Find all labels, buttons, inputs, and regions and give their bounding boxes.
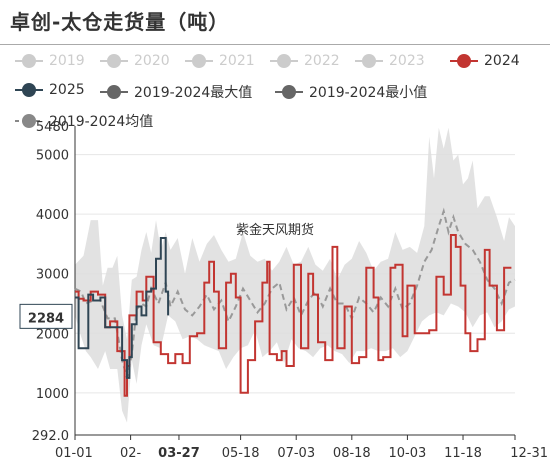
series-line-2025 [75, 237, 170, 379]
legend-marker-icon [450, 54, 478, 68]
x-tick-label: 08-18 [333, 446, 371, 461]
x-tick-label: 05-18 [222, 446, 260, 461]
y-tick-label: 1000 [36, 387, 69, 402]
legend-item-2019-2024最大值[interactable]: 2019-2024最大值 [100, 82, 252, 102]
legend-item-2019[interactable]: 2019 [15, 53, 85, 69]
legend-item-2020[interactable]: 2020 [100, 53, 170, 69]
legend-item-2019-2024最小值[interactable]: 2019-2024最小值 [275, 82, 427, 102]
legend-item-2022[interactable]: 2022 [270, 53, 340, 69]
legend-label: 2021 [219, 53, 255, 69]
legend-label: 2019 [49, 53, 85, 69]
x-tick-label: 10-03 [389, 446, 427, 461]
x-tick-label: 07-03 [277, 446, 315, 461]
x-tick-label: 01-01 [55, 446, 93, 461]
legend-label: 2019-2024最大值 [134, 85, 253, 101]
y-tick-label: 5000 [36, 149, 69, 164]
legend-marker-icon [15, 83, 43, 97]
series-line-mean [74, 207, 516, 379]
chart-title: 卓创-太仓走货量（吨） [10, 10, 230, 34]
legend-item-2021[interactable]: 2021 [185, 53, 255, 69]
legend-label: 2023 [389, 53, 425, 69]
legend-label: 2019-2024最小值 [309, 85, 428, 101]
y-tick-label: 5480 [36, 120, 69, 135]
watermark: 紫金天风期货 [236, 222, 314, 238]
legend-marker-icon [355, 54, 383, 68]
legend-label: 2020 [134, 53, 170, 69]
legend-marker-icon [270, 54, 298, 68]
x-tick-label: 11-18 [444, 446, 482, 461]
title-divider [0, 44, 550, 45]
legend-marker-icon [100, 54, 128, 68]
y-tick-label: 4000 [36, 208, 69, 223]
x-tick-label: 03-27 [158, 446, 200, 461]
legend-item-2024[interactable]: 2024 [450, 53, 520, 69]
y-tick-label: 3000 [36, 268, 69, 283]
legend-marker-icon [185, 54, 213, 68]
y-tick-label: 2000 [36, 327, 69, 342]
min-max-band [75, 127, 515, 423]
legend-label: 2025 [49, 82, 85, 98]
series-line-2024 [75, 234, 512, 397]
legend-item-2023[interactable]: 2023 [355, 53, 425, 69]
legend-item-2025[interactable]: 2025 [15, 82, 85, 98]
x-tick-label: 12-31 [510, 446, 548, 461]
highlight-y-label: 2284 [28, 311, 64, 326]
legend-marker-icon [15, 114, 43, 128]
legend-marker-icon [100, 85, 128, 99]
y-tick-label: 292.0 [32, 429, 69, 444]
legend-label: 2024 [484, 53, 520, 69]
legend-label: 2022 [304, 53, 340, 69]
legend-marker-icon [275, 85, 303, 99]
x-tick-label: 02- [120, 446, 142, 461]
highlight-y-box [19, 303, 73, 329]
legend-marker-icon [15, 54, 43, 68]
